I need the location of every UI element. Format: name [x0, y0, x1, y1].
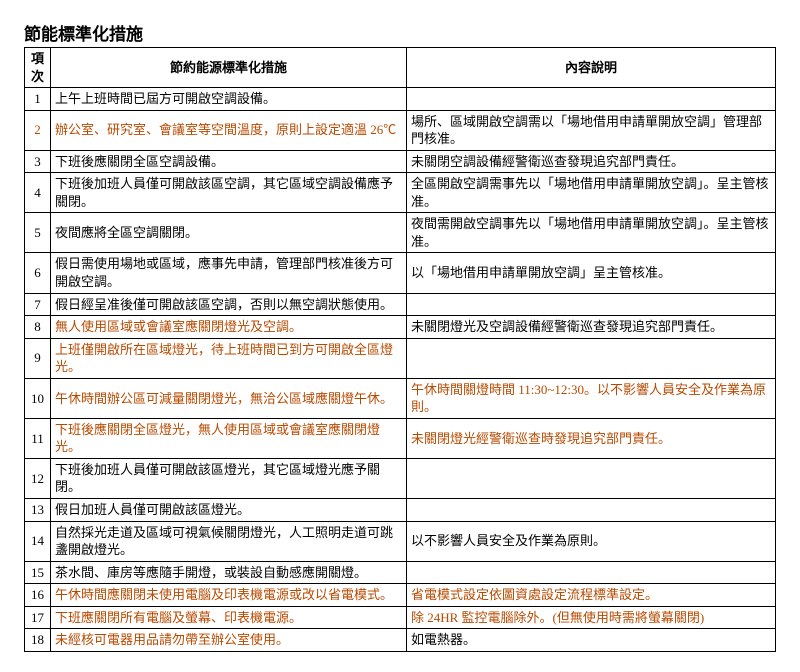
row-desc	[407, 88, 776, 111]
table-row: 12下班後加班人員僅可開啟該區燈光，其它區域燈光應予關閉。	[25, 458, 776, 498]
row-desc: 午休時間關燈時間 11:30~12:30。以不影響人員安全及作業為原則。	[407, 378, 776, 418]
table-row: 15茶水間、庫房等應隨手開燈，或裝設自動感應開關燈。	[25, 561, 776, 584]
row-desc: 除 24HR 監控電腦除外。(但無使用時需將螢幕關閉)	[407, 606, 776, 629]
table-row: 7假日經呈准後僅可開啟該區空調，否則以無空調狀態使用。	[25, 293, 776, 316]
col-header-idx: 項次	[25, 48, 51, 88]
table-row: 11下班後應關閉全區燈光，無人使用區域或會議室應關閉燈光。未關閉燈光經警衛巡查時…	[25, 418, 776, 458]
row-measure: 假日經呈准後僅可開啟該區空調，否則以無空調狀態使用。	[51, 293, 407, 316]
table-row: 18未經核可電器用品請勿帶至辦公室使用。如電熱器。	[25, 629, 776, 652]
row-desc	[407, 561, 776, 584]
table-row: 2辦公室、研究室、會議室等空間溫度，原則上設定適溫 26℃場所、區域開啟空調需以…	[25, 110, 776, 150]
row-measure: 夜間應將全區空調關閉。	[51, 213, 407, 253]
row-measure: 未經核可電器用品請勿帶至辦公室使用。	[51, 629, 407, 652]
table-row: 3下班後應關閉全區空調設備。未關閉空調設備經警衛巡查發現追究部門責任。	[25, 150, 776, 173]
row-index: 13	[25, 499, 51, 522]
table-row: 14自然採光走道及區域可視氣候關閉燈光，人工照明走道可跳盞開啟燈光。以不影響人員…	[25, 521, 776, 561]
row-desc: 以不影響人員安全及作業為原則。	[407, 521, 776, 561]
col-header-desc: 內容說明	[407, 48, 776, 88]
row-desc: 全區開啟空調需事先以「場地借用申請單開放空調」。呈主管核准。	[407, 173, 776, 213]
row-desc: 未關閉空調設備經警衛巡查發現追究部門責任。	[407, 150, 776, 173]
table-row: 10午休時間辦公區可減量關閉燈光，無洽公區域應關燈午休。午休時間關燈時間 11:…	[25, 378, 776, 418]
table-row: 9上班僅開啟所在區域燈光，待上班時間已到方可開啟全區燈光。	[25, 338, 776, 378]
table-row: 1上午上班時間已屆方可開啟空調設備。	[25, 88, 776, 111]
row-desc: 場所、區域開啟空調需以「場地借用申請單開放空調」管理部門核准。	[407, 110, 776, 150]
row-index: 7	[25, 293, 51, 316]
row-desc: 以「場地借用申請單開放空調」呈主管核准。	[407, 253, 776, 293]
table-row: 5夜間應將全區空調關閉。夜間需開啟空調事先以「場地借用申請單開放空調」。呈主管核…	[25, 213, 776, 253]
table-row: 17下班應關閉所有電腦及螢幕、印表機電源。除 24HR 監控電腦除外。(但無使用…	[25, 606, 776, 629]
row-index: 4	[25, 173, 51, 213]
row-measure: 假日需使用場地或區域，應事先申請，管理部門核准後方可開啟空調。	[51, 253, 407, 293]
row-measure: 無人使用區域或會議室應關閉燈光及空調。	[51, 316, 407, 339]
row-measure: 辦公室、研究室、會議室等空間溫度，原則上設定適溫 26℃	[51, 110, 407, 150]
row-index: 6	[25, 253, 51, 293]
measures-table: 項次 節約能源標準化措施 內容說明 1上午上班時間已屆方可開啟空調設備。2辦公室…	[24, 47, 776, 652]
row-measure: 上班僅開啟所在區域燈光，待上班時間已到方可開啟全區燈光。	[51, 338, 407, 378]
page-title: 節能標準化措施	[24, 20, 776, 45]
row-index: 10	[25, 378, 51, 418]
row-index: 5	[25, 213, 51, 253]
row-measure: 下班後應關閉全區空調設備。	[51, 150, 407, 173]
row-measure: 下班後加班人員僅可開啟該區空調，其它區域空調設備應予關閉。	[51, 173, 407, 213]
row-measure: 假日加班人員僅可開啟該區燈光。	[51, 499, 407, 522]
row-desc	[407, 338, 776, 378]
row-desc: 省電模式設定依圖資處設定流程標準設定。	[407, 584, 776, 607]
row-measure: 自然採光走道及區域可視氣候關閉燈光，人工照明走道可跳盞開啟燈光。	[51, 521, 407, 561]
row-measure: 茶水間、庫房等應隨手開燈，或裝設自動感應開關燈。	[51, 561, 407, 584]
row-index: 16	[25, 584, 51, 607]
row-index: 15	[25, 561, 51, 584]
row-index: 1	[25, 88, 51, 111]
row-desc	[407, 499, 776, 522]
table-row: 8無人使用區域或會議室應關閉燈光及空調。未關閉燈光及空調設備經警衛巡查發現追究部…	[25, 316, 776, 339]
row-desc: 未關閉燈光經警衛巡查時發現追究部門責任。	[407, 418, 776, 458]
row-desc: 夜間需開啟空調事先以「場地借用申請單開放空調」。呈主管核准。	[407, 213, 776, 253]
row-measure: 午休時間應關閉未使用電腦及印表機電源或改以省電模式。	[51, 584, 407, 607]
table-row: 6假日需使用場地或區域，應事先申請，管理部門核准後方可開啟空調。以「場地借用申請…	[25, 253, 776, 293]
row-index: 11	[25, 418, 51, 458]
table-header-row: 項次 節約能源標準化措施 內容說明	[25, 48, 776, 88]
table-row: 4下班後加班人員僅可開啟該區空調，其它區域空調設備應予關閉。全區開啟空調需事先以…	[25, 173, 776, 213]
row-index: 8	[25, 316, 51, 339]
row-index: 2	[25, 110, 51, 150]
row-desc	[407, 458, 776, 498]
row-measure: 上午上班時間已屆方可開啟空調設備。	[51, 88, 407, 111]
row-measure: 下班後加班人員僅可開啟該區燈光，其它區域燈光應予關閉。	[51, 458, 407, 498]
row-index: 9	[25, 338, 51, 378]
col-header-measure: 節約能源標準化措施	[51, 48, 407, 88]
row-desc: 未關閉燈光及空調設備經警衛巡查發現追究部門責任。	[407, 316, 776, 339]
row-desc	[407, 293, 776, 316]
row-measure: 午休時間辦公區可減量關閉燈光，無洽公區域應關燈午休。	[51, 378, 407, 418]
row-measure: 下班後應關閉全區燈光，無人使用區域或會議室應關閉燈光。	[51, 418, 407, 458]
row-measure: 下班應關閉所有電腦及螢幕、印表機電源。	[51, 606, 407, 629]
row-index: 18	[25, 629, 51, 652]
table-row: 16午休時間應關閉未使用電腦及印表機電源或改以省電模式。省電模式設定依圖資處設定…	[25, 584, 776, 607]
row-index: 17	[25, 606, 51, 629]
row-index: 12	[25, 458, 51, 498]
row-index: 3	[25, 150, 51, 173]
row-desc: 如電熱器。	[407, 629, 776, 652]
table-row: 13假日加班人員僅可開啟該區燈光。	[25, 499, 776, 522]
row-index: 14	[25, 521, 51, 561]
